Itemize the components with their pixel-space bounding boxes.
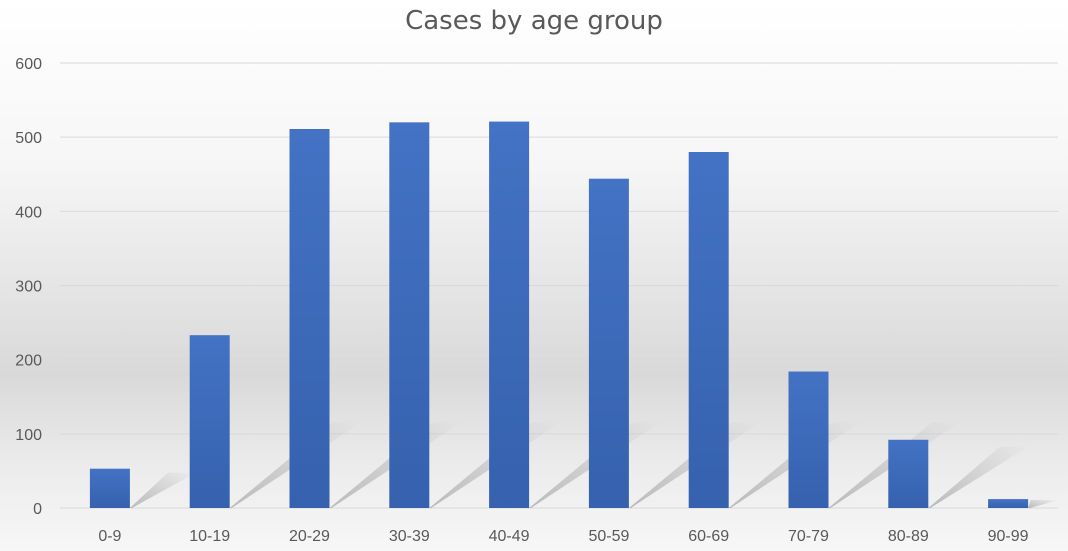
y-tick-label: 200 bbox=[15, 353, 42, 370]
bar-30-39 bbox=[389, 122, 430, 508]
bar-70-79 bbox=[788, 371, 829, 508]
y-tick-label: 100 bbox=[15, 427, 42, 444]
x-tick-label: 90-99 bbox=[988, 528, 1029, 545]
y-tick-label: 600 bbox=[15, 56, 42, 73]
bar-40-49 bbox=[489, 121, 530, 508]
chart-title: Cases by age group bbox=[405, 6, 663, 36]
y-tick-label: 400 bbox=[15, 204, 42, 221]
y-tick-label: 0 bbox=[33, 501, 42, 518]
bar-20-29 bbox=[289, 129, 330, 508]
bar-shadow bbox=[129, 472, 196, 508]
x-tick-label: 10-19 bbox=[189, 528, 230, 545]
bar-90-99 bbox=[988, 499, 1029, 508]
bar-50-59 bbox=[588, 178, 629, 508]
y-tick-label: 500 bbox=[15, 130, 42, 147]
x-tick-label: 60-69 bbox=[688, 528, 729, 545]
bar-0-9 bbox=[89, 468, 130, 508]
bar-shadow bbox=[928, 446, 1029, 508]
bar-10-19 bbox=[189, 335, 230, 508]
bar-80-89 bbox=[888, 439, 929, 508]
x-tick-label: 20-29 bbox=[289, 528, 330, 545]
x-tick-label: 30-39 bbox=[389, 528, 430, 545]
x-tick-label: 80-89 bbox=[888, 528, 929, 545]
y-tick-label: 300 bbox=[15, 279, 42, 296]
bar-shadow bbox=[1028, 499, 1059, 508]
bar-60-69 bbox=[688, 152, 729, 508]
x-tick-label: 0-9 bbox=[98, 528, 121, 545]
x-tick-label: 50-59 bbox=[588, 528, 629, 545]
x-tick-label: 40-49 bbox=[489, 528, 530, 545]
x-tick-label: 70-79 bbox=[788, 528, 829, 545]
